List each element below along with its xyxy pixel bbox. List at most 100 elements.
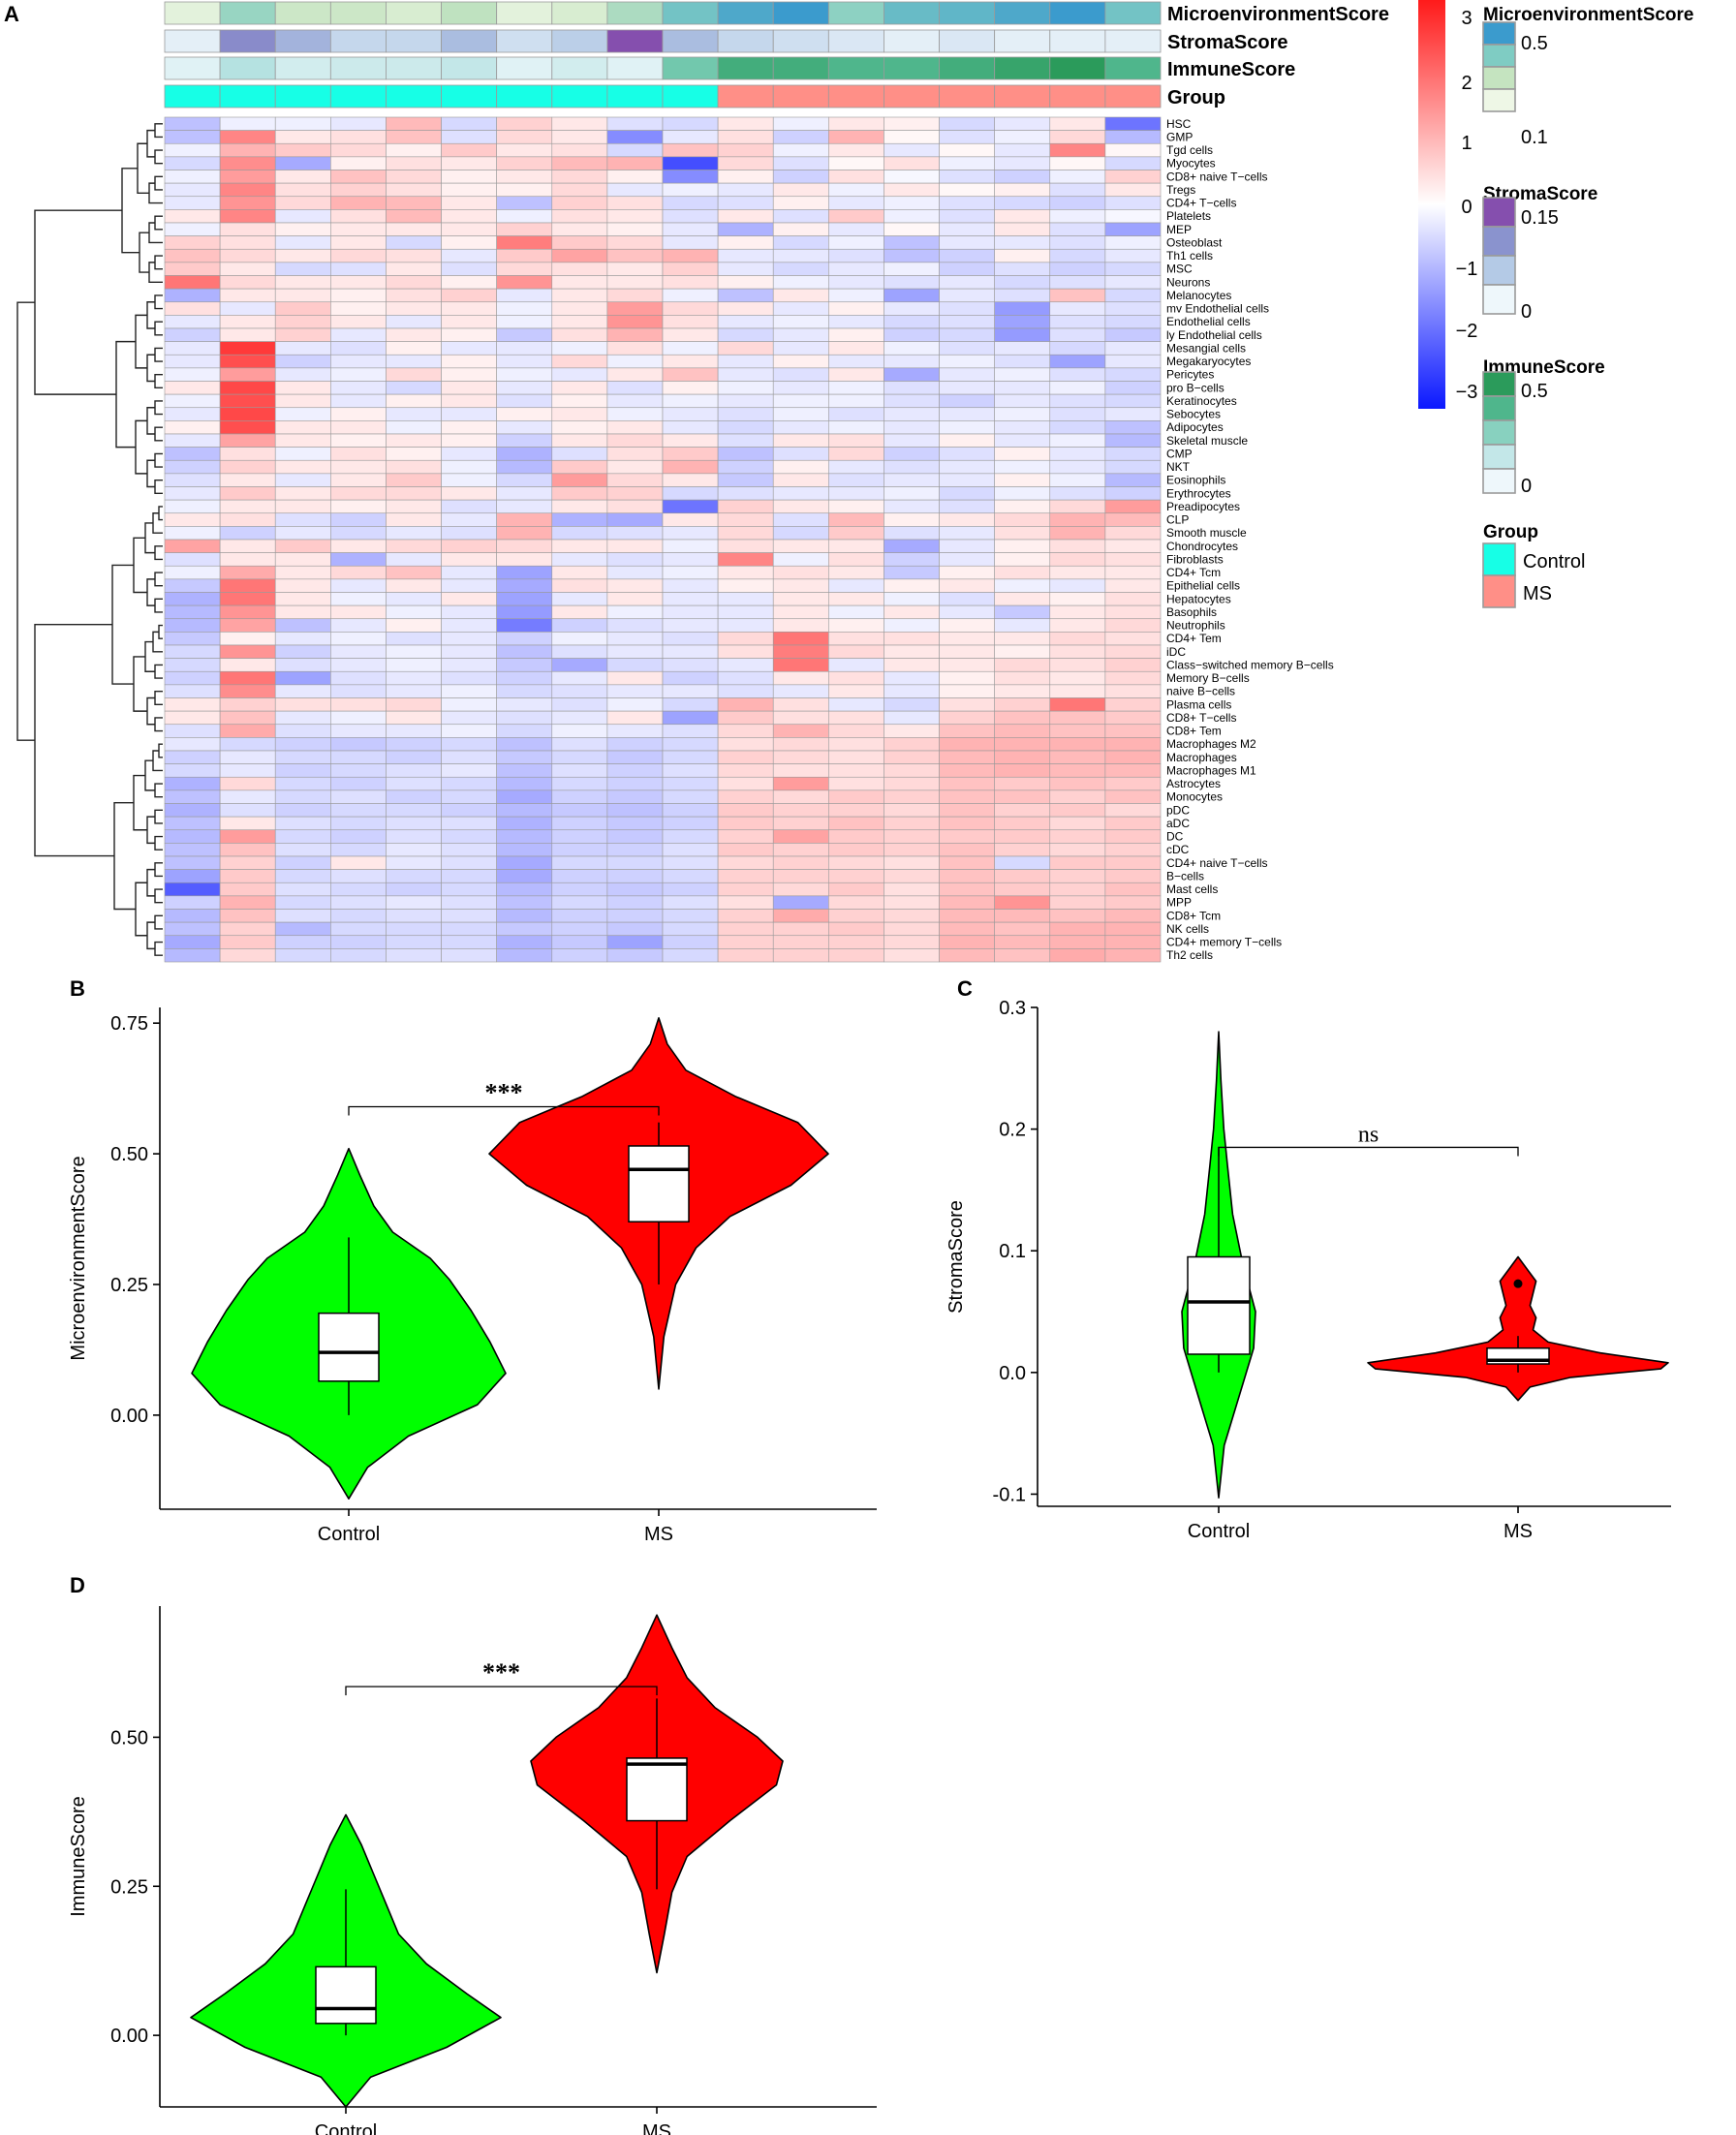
row-label: CD4+ memory T−cells [1166,936,1282,949]
heatmap-cell [828,196,884,210]
heatmap-cell [496,644,553,659]
heatmap-cell [164,737,221,752]
annotation-cell [441,84,498,108]
heatmap-cell [496,209,553,224]
annotation-tracks: MicroenvironmentScore StromaScore ImmuneSc… [164,1,1389,108]
heatmap-cell [717,354,774,369]
heatmap-cell [441,658,497,672]
heatmap-cell [939,288,995,303]
heatmap-cell [1104,367,1162,382]
heatmap-cell [551,763,608,778]
heatmap-cell [496,341,553,356]
heatmap-cell [219,512,276,527]
heatmap-cell [717,447,774,461]
heatmap-cell [994,843,1051,857]
heatmap-cell [551,592,608,606]
heatmap-cell [884,539,940,553]
heatmap-cell [274,222,331,236]
heatmap-cell [717,763,774,778]
heatmap-cell [386,288,442,303]
heatmap-cell [219,248,276,263]
heatmap-cell [884,697,940,712]
heatmap-cell [606,710,664,726]
heatmap-cell [1104,816,1162,831]
heatmap-cell [994,170,1051,184]
heatmap-cell [164,288,221,303]
heatmap-cell [274,604,331,620]
heatmap-cell [939,697,995,712]
heatmap-cell [1049,275,1106,290]
heatmap-cell [274,288,331,303]
heatmap-cell [717,381,774,395]
annotation-cell [164,84,221,108]
heatmap-cell [274,539,331,553]
heatmap-cell [772,420,829,435]
heatmap-cell [386,222,442,236]
heatmap-cell [551,684,608,698]
heatmap-cell [1104,855,1162,870]
heatmap-cell [939,604,995,620]
heatmap-cell [717,565,774,580]
annotation-cell [939,1,996,25]
heatmap-cell [164,895,221,910]
heatmap-cell [551,697,608,712]
annotation-cell [772,56,829,80]
heatmap-cell [662,499,719,514]
annotation-cell [662,56,719,80]
y-tick-label: 0.1 [999,1241,1026,1262]
legend-title: MicroenvironmentScore [1483,5,1694,25]
y-tick-label: 0.25 [110,1876,148,1898]
heatmap-cell [717,275,774,290]
heatmap-cell [330,855,387,870]
heatmap-cell [772,909,829,923]
color-scale-tick: 2 [1461,73,1472,94]
heatmap-cell [164,644,221,659]
heatmap-cell [164,763,221,778]
heatmap-cell [330,459,387,475]
heatmap-cell [1049,248,1106,263]
y-tick-label: 0.75 [110,1013,148,1035]
heatmap-cell [386,565,442,580]
legend-swatch-control [1482,542,1516,576]
heatmap-cell [496,592,553,606]
heatmap-cell [330,315,387,329]
heatmap-cell [441,354,497,369]
heatmap-cell [994,670,1051,686]
heatmap-cell [274,275,331,290]
heatmap-cell [884,604,940,620]
heatmap-cell [274,156,331,170]
heatmap-cell [1049,301,1106,316]
heatmap-cell [219,420,276,435]
heatmap-cell [551,209,608,224]
heatmap-cell [330,354,387,369]
heatmap-cell [828,288,884,303]
row-label: Chondrocytes [1166,540,1238,553]
heatmap-cell [772,724,829,738]
heatmap-cell [1104,393,1162,409]
heatmap-cell [662,341,719,356]
heatmap-cell [717,130,774,144]
heatmap-cell [551,565,608,580]
heatmap-cell [662,235,719,250]
heatmap-cell [164,909,221,923]
heatmap-cell [551,632,608,646]
heatmap-cell [386,512,442,527]
heatmap-cell [994,539,1051,553]
heatmap-cell [219,393,276,409]
heatmap-cell [994,512,1051,527]
heatmap-cell [717,473,774,487]
heatmap-cell [1104,486,1162,501]
heatmap-cell [994,459,1051,475]
heatmap-cell [441,895,497,910]
heatmap-cell [164,142,221,158]
heatmap-cell [274,407,331,421]
annotation-cell [662,1,719,25]
annotation-cell [939,29,996,53]
heatmap-cell [441,420,497,435]
heatmap-cell [164,196,221,210]
heatmap-cell [939,539,995,553]
heatmap-cell [994,288,1051,303]
heatmap-cell [441,222,497,236]
heatmap-cell [717,459,774,475]
